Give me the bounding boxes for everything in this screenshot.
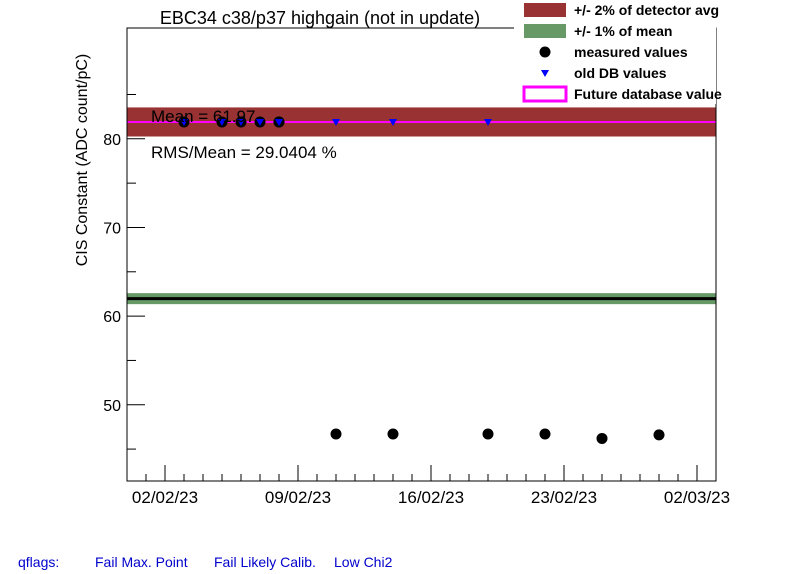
old-db-point-7 [389,118,397,126]
x-tick-label-1: 09/02/23 [265,488,331,507]
old-db-point-5 [275,118,283,126]
old-db-point-1 [218,118,226,126]
plot-frame [126,27,717,482]
y-tick-label-60: 60 [103,309,121,326]
measured-point-10 [596,432,608,444]
measured-point-7 [387,428,399,440]
legend-swatch-0 [524,3,566,17]
legend-swatch-1 [524,24,566,38]
old-db-point-8 [484,118,492,126]
measured-point-11 [653,429,665,441]
mean-stat: Mean = 61.97 [151,107,255,126]
measured-point-9 [539,428,551,440]
legend-label-1: +/- 1% of mean [574,23,672,39]
legend-swatch-4 [522,85,568,103]
bands-layer [127,107,716,305]
y-tick-label-50: 50 [103,398,121,415]
legend-label-0: +/- 2% of detector avg [574,2,719,18]
measured-point-6 [330,428,342,440]
old-db-point-6 [332,118,340,126]
legend-label-4: Future database value [574,86,722,102]
legend-swatch-2 [539,46,551,58]
qflag-fail-max-point: Fail Max. Point [95,554,188,570]
legend-label-2: measured values [574,44,688,60]
legend-swatch-3 [541,70,549,77]
y-axis-label: CIS Constant (ADC count/pC) [74,54,91,267]
measured-point-8 [482,428,494,440]
marks-layer [178,116,665,444]
qflag-low-chi2: Low Chi2 [334,554,393,570]
old-db-point-2 [237,118,245,126]
x-tick-label-4: 02/03/23 [664,488,730,507]
x-tick-label-3: 23/02/23 [531,488,597,507]
x-tick-label-0: 02/02/23 [132,488,198,507]
x-tick-label-2: 16/02/23 [398,488,464,507]
chart-title: EBC34 c38/p37 highgain (not in update) [160,8,480,28]
old-db-point-3 [256,118,264,126]
axes-layer: 50 60 70 80 02/02/23 09/02/23 16/02/23 23/02/23… [103,93,730,507]
y-tick-label-80: 80 [103,132,121,149]
rms-stat: RMS/Mean = 29.0404 % [151,143,337,162]
qflag-fail-likely-calib: Fail Likely Calib. [214,554,316,570]
legend: +/- 2% of detector avg +/- 1% of mean meas… [514,0,722,104]
old-db-point-0 [180,118,188,126]
qflags-label: qflags: [18,554,60,570]
y-tick-label-70: 70 [103,220,121,237]
legend-label-3: old DB values [574,65,667,81]
